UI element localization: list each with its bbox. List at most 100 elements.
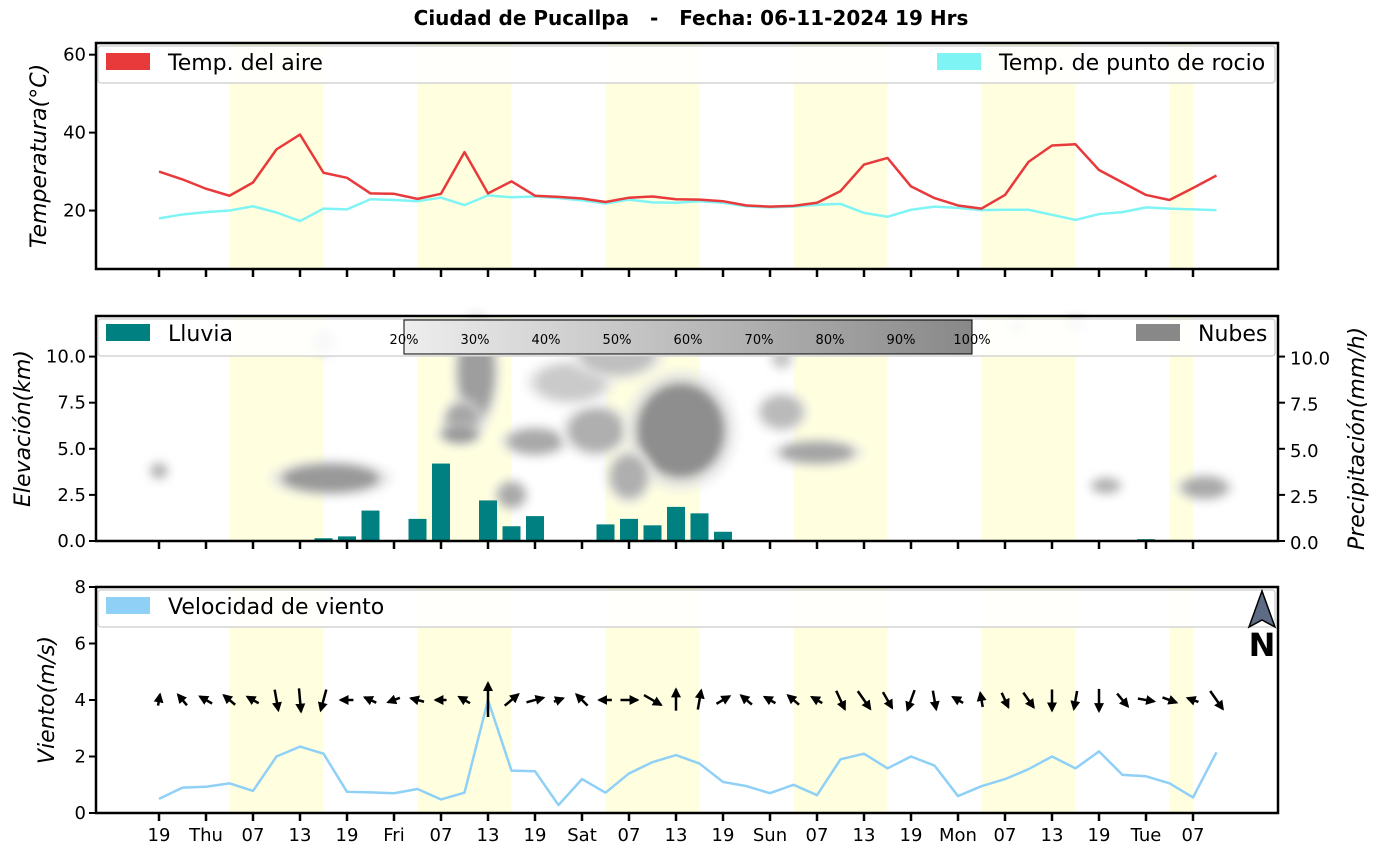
cloud-blob <box>755 391 809 433</box>
colorbar-label: 100% <box>953 333 990 348</box>
x-tick-label: 07 <box>1182 825 1205 846</box>
wind-arrow <box>835 690 846 712</box>
y-tick-label: 2.5 <box>57 485 86 506</box>
colorbar-label: 30% <box>461 333 490 348</box>
wind-arrow <box>1000 692 1010 709</box>
axes: 204060Temperatura(°C)0.02.55.07.510.00.0… <box>11 41 1370 846</box>
wind-arrow <box>362 696 377 706</box>
y-axis-title: Temperatura(°C) <box>27 64 52 248</box>
cloud-blob <box>268 459 393 497</box>
wind-arrow <box>457 695 471 706</box>
legends: Temp. del aire Temp. de punto de rocio Llu… <box>97 45 1277 664</box>
y2-tick-label: 7.5 <box>1290 395 1319 416</box>
rain-bar <box>361 510 380 541</box>
legend-label: Temp. de punto de rocio <box>998 51 1265 76</box>
wind-arrow <box>295 688 306 714</box>
legend-swatch <box>106 324 150 341</box>
legend-label: Temp. del aire <box>167 51 323 76</box>
y-tick-label: 8 <box>75 577 86 598</box>
colorbar-label: 40% <box>532 333 561 348</box>
x-tick-label: 19 <box>712 825 735 846</box>
north-arrow-icon <box>1247 588 1277 629</box>
cloud-blob <box>493 478 530 512</box>
north-label: N <box>1249 626 1276 664</box>
rain-bar <box>714 531 732 541</box>
chart-title: Ciudad de Pucallpa - Fecha: 06-11-2024 1… <box>413 6 969 30</box>
rain-bar <box>596 524 615 541</box>
cloud-core <box>1181 476 1229 499</box>
x-tick-label: 13 <box>1041 825 1064 846</box>
wind-arrow <box>1162 695 1179 705</box>
x-tick-label: 13 <box>853 825 876 846</box>
x-tick-label: 13 <box>477 825 500 846</box>
cloud-blob <box>499 425 571 458</box>
y2-axis-title: Precipitación(mm/h) <box>1345 327 1370 550</box>
cloud-core <box>1091 478 1121 494</box>
wind-arrow <box>905 689 916 712</box>
x-tick-label: 13 <box>289 825 312 846</box>
wind-arrow <box>1185 696 1199 706</box>
wind-arrow <box>198 695 213 705</box>
legend-swatch <box>937 53 981 70</box>
x-tick-label: 07 <box>430 825 453 846</box>
cloud-core <box>441 424 479 444</box>
x-tick-label: Sat <box>567 825 597 846</box>
legend-swatch <box>106 53 150 70</box>
wind-arrow <box>976 691 987 708</box>
x-tick-label: 19 <box>1088 825 1111 846</box>
wind-arrow <box>1116 692 1130 708</box>
daylight-band <box>1169 587 1193 813</box>
cloud-blob <box>560 402 632 459</box>
wind-arrow <box>317 689 328 713</box>
rain-bar <box>479 500 497 541</box>
y-tick-label: 20 <box>63 201 86 222</box>
y-axis-title: Elevación(km) <box>11 350 36 507</box>
data-series <box>153 133 1224 807</box>
cloud-core <box>610 454 648 499</box>
wind-arrow <box>222 693 236 706</box>
cloud-blob <box>605 448 653 505</box>
wind-arrow <box>739 694 753 706</box>
x-tick-label: 07 <box>806 825 829 846</box>
y-tick-label: 6 <box>75 634 86 655</box>
rain-bar <box>502 526 521 541</box>
legend-swatch <box>106 597 150 614</box>
rain-bar <box>408 518 427 541</box>
cloud-core <box>636 382 726 479</box>
x-tick-label: 19 <box>900 825 923 846</box>
cloud-core <box>506 428 564 455</box>
wind-arrow <box>786 694 800 706</box>
legend-label: Lluvia <box>168 322 233 347</box>
wind-arrow <box>176 693 188 707</box>
cloud-core <box>567 408 625 453</box>
legend-label: Velocidad de viento <box>168 595 384 620</box>
x-tick-label: 07 <box>242 825 265 846</box>
wind-arrow <box>881 691 894 710</box>
wind-arrow <box>245 695 260 706</box>
wind-arrow <box>1070 690 1081 711</box>
rain-bar <box>667 506 685 541</box>
dew-point-line <box>158 194 1217 223</box>
colorbar-label: 50% <box>603 333 632 348</box>
x-tick-label: 07 <box>994 825 1017 846</box>
cloud-blob <box>770 438 864 467</box>
cloud-blob <box>1175 473 1235 502</box>
wind-speed-line <box>158 698 1218 807</box>
cloud-core <box>281 463 380 494</box>
rain-bar <box>314 538 333 541</box>
y2-tick-label: 10.0 <box>1290 349 1330 370</box>
x-tick-label: Tue <box>1130 825 1162 846</box>
y-tick-label: 7.5 <box>57 393 86 414</box>
x-tick-label: Thu <box>188 825 223 846</box>
y-tick-label: 40 <box>63 123 86 144</box>
rain-bar <box>526 516 544 541</box>
cloud-blob <box>148 461 170 481</box>
wind-arrow <box>1137 695 1157 705</box>
colorbar-label: 90% <box>887 333 916 348</box>
wind-arrow <box>762 695 777 706</box>
wind-arrow <box>929 690 940 712</box>
cloud-core <box>150 463 168 479</box>
wind-arrow <box>643 693 663 707</box>
y-tick-label: 0 <box>75 803 86 824</box>
